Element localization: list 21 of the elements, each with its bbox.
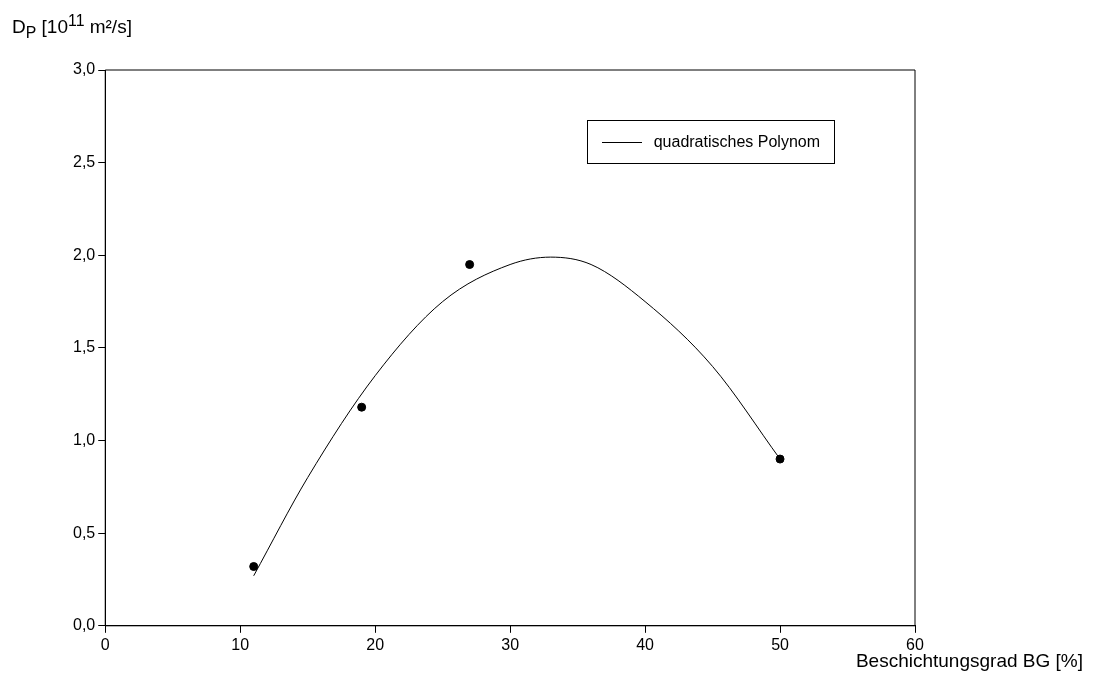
x-axis-title: Beschichtungsgrad BG [%] bbox=[855, 650, 1083, 672]
x-tick-label: 10 bbox=[231, 635, 250, 653]
y-tick-label: 2,0 bbox=[72, 245, 96, 263]
x-tick-label: 20 bbox=[366, 635, 385, 653]
point bbox=[249, 562, 259, 572]
point bbox=[775, 454, 785, 464]
y-tick-label: 0,0 bbox=[72, 616, 96, 634]
x-tick-label: 50 bbox=[771, 635, 790, 653]
y-tick-label: 0,5 bbox=[72, 523, 96, 541]
legend-label: quadratisches Polynom bbox=[653, 132, 820, 152]
y-tick-label: 1,5 bbox=[72, 338, 96, 356]
point bbox=[357, 402, 367, 412]
x-tick-label: 40 bbox=[636, 635, 655, 653]
x-tick-label: 60 bbox=[906, 635, 924, 653]
y-tick-label: 3,0 bbox=[72, 60, 96, 78]
y-tick-label: 2,5 bbox=[72, 153, 96, 171]
y-tick-label: 1,0 bbox=[72, 430, 96, 448]
x-tick-label: 0 bbox=[100, 635, 110, 653]
y-axis-title: D$_{P}$ [10$^{11}$ m²/s] bbox=[12, 12, 132, 43]
point bbox=[465, 260, 475, 270]
x-tick-label: 30 bbox=[501, 635, 520, 653]
